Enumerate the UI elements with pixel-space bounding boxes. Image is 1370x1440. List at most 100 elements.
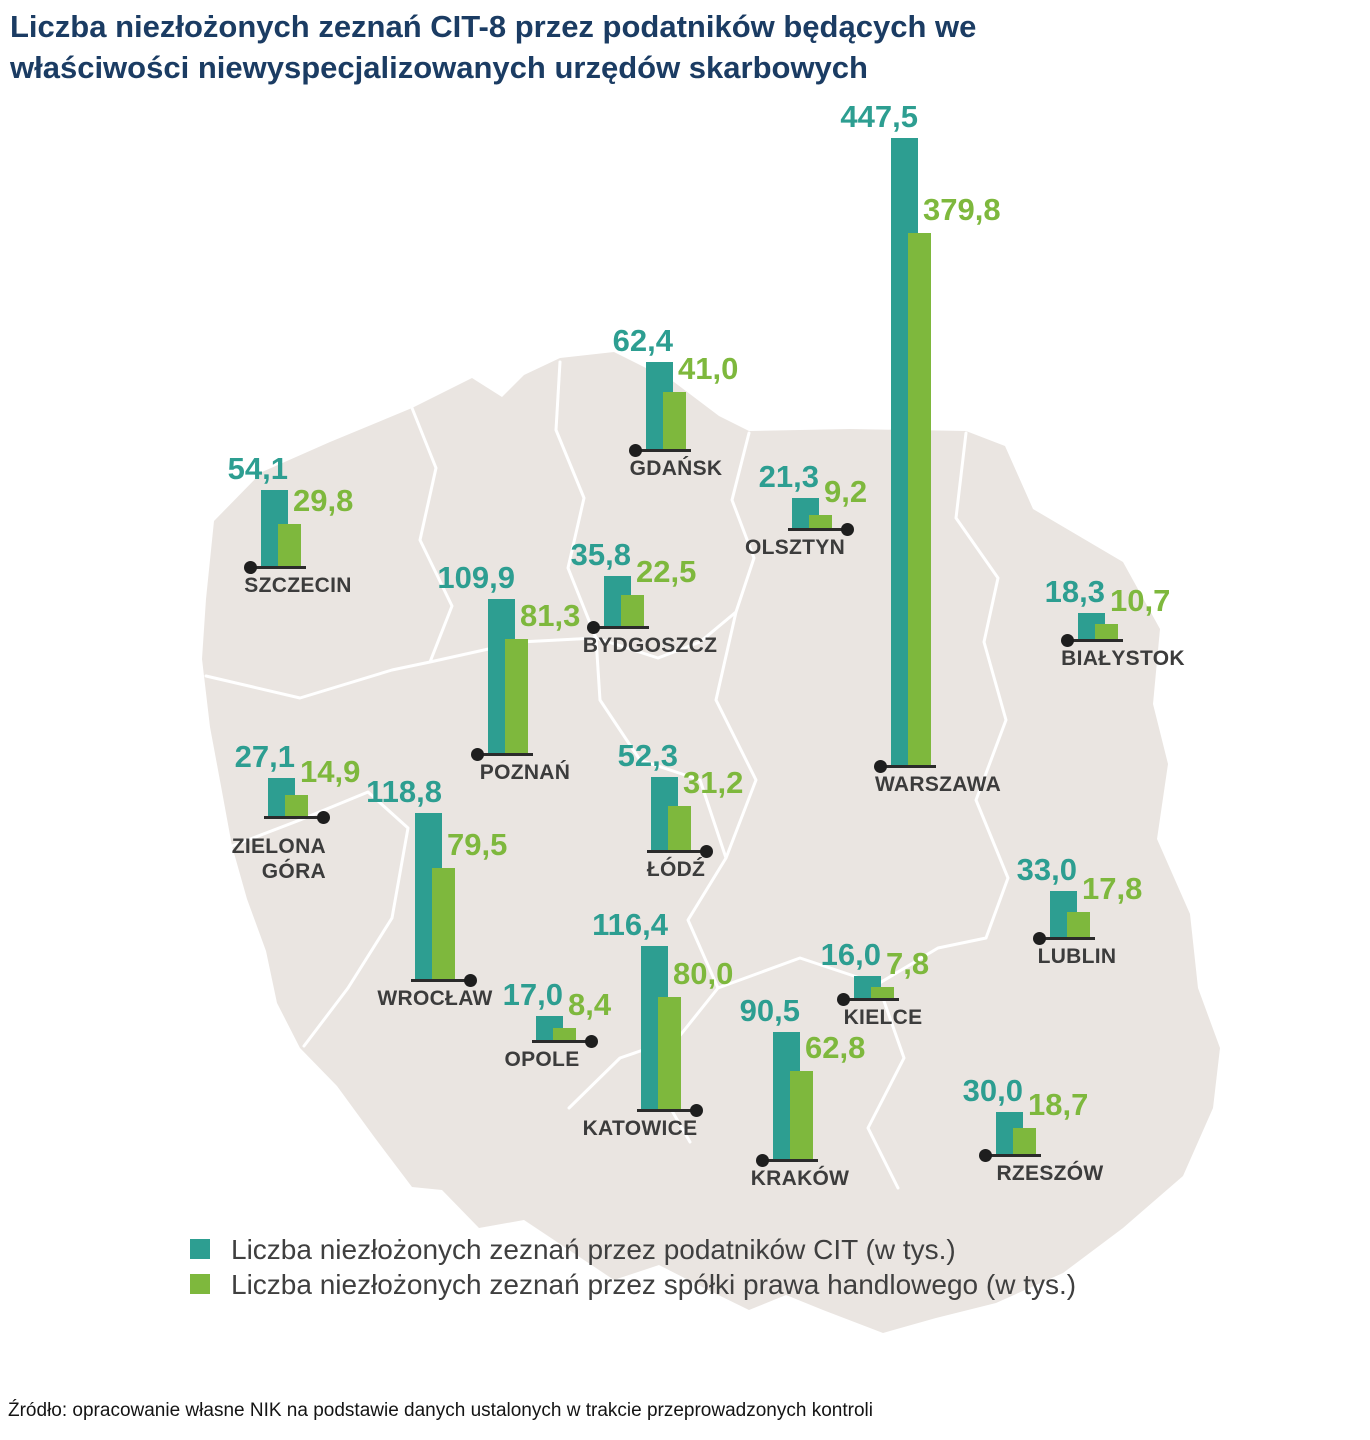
- value-label-cit: 90,5: [739, 993, 800, 1028]
- bar-spolki: [505, 639, 528, 753]
- city-baseline: [788, 528, 847, 531]
- bar-spolki: [285, 795, 308, 816]
- city-baseline: [762, 1159, 818, 1162]
- value-label-cit: 18,3: [1044, 574, 1105, 609]
- bar-spolki: [278, 524, 301, 566]
- legend: Liczba niezłożonych zeznań przez podatni…: [190, 1233, 1076, 1303]
- value-label-spolki: 14,9: [300, 754, 361, 789]
- legend-item-spolki: Liczba niezłożonych zeznań przez spółki …: [190, 1268, 1076, 1303]
- value-label-spolki: 22,5: [636, 554, 697, 589]
- city-label: GDAŃSK: [629, 457, 723, 480]
- city-dot: [464, 974, 477, 987]
- city-label: OLSZTYN: [744, 536, 846, 559]
- city-dot: [756, 1154, 769, 1167]
- legend-swatch-spolki-icon: [190, 1274, 210, 1294]
- city-dot: [874, 760, 887, 773]
- value-label-cit: 116,4: [592, 907, 668, 942]
- city-baseline: [1039, 937, 1095, 940]
- city-baseline: [647, 850, 706, 853]
- value-label-spolki: 9,2: [824, 474, 868, 509]
- value-label-spolki: 7,8: [886, 946, 930, 981]
- bar-spolki: [621, 595, 644, 626]
- value-label-cit: 52,3: [617, 738, 678, 773]
- city-dot: [1061, 634, 1074, 647]
- value-label-spolki: 81,3: [520, 598, 581, 633]
- bar-spolki: [1067, 912, 1090, 937]
- city-label: LUBLIN: [1037, 945, 1117, 968]
- source-note: Źródło: opracowanie własne NIK na podsta…: [8, 1400, 873, 1421]
- bar-spolki: [432, 868, 455, 979]
- value-label-spolki: 18,7: [1028, 1087, 1089, 1122]
- value-label-spolki: 29,8: [293, 483, 354, 518]
- value-label-cit: 35,8: [570, 537, 631, 572]
- city-baseline: [593, 626, 649, 629]
- chart-title: Liczba niezłożonych zeznań CIT-8 przez p…: [10, 9, 977, 85]
- city-baseline: [1067, 639, 1123, 642]
- city-dot: [585, 1035, 598, 1048]
- bar-spolki: [668, 806, 691, 850]
- city-dot: [690, 1104, 703, 1117]
- legend-label-cit: Liczba niezłożonych zeznań przez podatni…: [231, 1234, 956, 1265]
- city-dot: [471, 748, 484, 761]
- bar-spolki: [1095, 624, 1118, 639]
- value-label-cit: 447,5: [840, 99, 918, 134]
- city-dot: [244, 561, 257, 574]
- city-label: RZESZÓW: [996, 1162, 1104, 1185]
- value-label-spolki: 17,8: [1082, 871, 1143, 906]
- city-baseline: [532, 1040, 591, 1043]
- bar-spolki: [809, 515, 832, 528]
- city-dot: [700, 845, 713, 858]
- city-label: WROCŁAW: [377, 987, 493, 1010]
- city-dot: [317, 811, 330, 824]
- value-label-cit: 30,0: [962, 1073, 1023, 1108]
- value-label-cit: 33,0: [1016, 852, 1077, 887]
- value-label-spolki: 10,7: [1110, 583, 1171, 618]
- city-label: SZCZECIN: [244, 574, 352, 597]
- legend-item-cit: Liczba niezłożonych zeznań przez podatni…: [190, 1233, 1076, 1268]
- city-label: KRAKÓW: [750, 1167, 850, 1190]
- city-dot: [629, 444, 642, 457]
- city-dot: [1033, 932, 1046, 945]
- city-baseline: [635, 449, 691, 452]
- value-label-spolki: 79,5: [447, 827, 508, 862]
- value-label-spolki: 31,2: [683, 765, 744, 800]
- bar-spolki: [663, 392, 686, 449]
- city-baseline: [843, 998, 899, 1001]
- city-dot: [837, 993, 850, 1006]
- city-label: KATOWICE: [582, 1117, 698, 1140]
- city-label: WARSZAWA: [874, 773, 1002, 796]
- city-dot: [979, 1149, 992, 1162]
- city-dot: [841, 523, 854, 536]
- bar-spolki: [553, 1028, 576, 1040]
- city-label: BIAŁYSTOK: [1061, 647, 1185, 670]
- value-label-cit: 17,0: [502, 977, 563, 1012]
- city-label: ŁÓDŹ: [646, 858, 706, 881]
- city-label: POZNAŃ: [479, 761, 571, 784]
- value-label-cit: 109,9: [437, 560, 515, 595]
- value-label-spolki: 8,4: [568, 987, 612, 1022]
- value-label-spolki: 62,8: [805, 1030, 866, 1065]
- city-label: KIELCE: [843, 1006, 923, 1029]
- legend-label-spolki: Liczba niezłożonych zeznań przez spółki …: [231, 1269, 1077, 1300]
- city-label: BYDGOSZCZ: [582, 634, 718, 657]
- city-baseline: [985, 1154, 1041, 1157]
- city-baseline: [411, 979, 470, 982]
- city-baseline: [250, 566, 306, 569]
- city-label: OPOLE: [504, 1048, 580, 1071]
- city-baseline: [880, 765, 936, 768]
- city-baseline: [264, 816, 323, 819]
- city-baseline: [637, 1109, 696, 1112]
- city-baseline: [477, 753, 533, 756]
- bar-spolki: [658, 997, 681, 1109]
- value-label-cit: 21,3: [758, 459, 819, 494]
- value-label-cit: 62,4: [612, 323, 673, 358]
- legend-swatch-cit-icon: [190, 1239, 210, 1259]
- value-label-spolki: 41,0: [678, 351, 739, 386]
- value-label-spolki: 80,0: [673, 956, 734, 991]
- map-outline: [202, 352, 1220, 1333]
- value-label-cit: 16,0: [820, 937, 881, 972]
- bar-spolki: [871, 987, 894, 998]
- bar-spolki: [1013, 1128, 1036, 1154]
- value-label-spolki: 379,8: [923, 192, 1001, 227]
